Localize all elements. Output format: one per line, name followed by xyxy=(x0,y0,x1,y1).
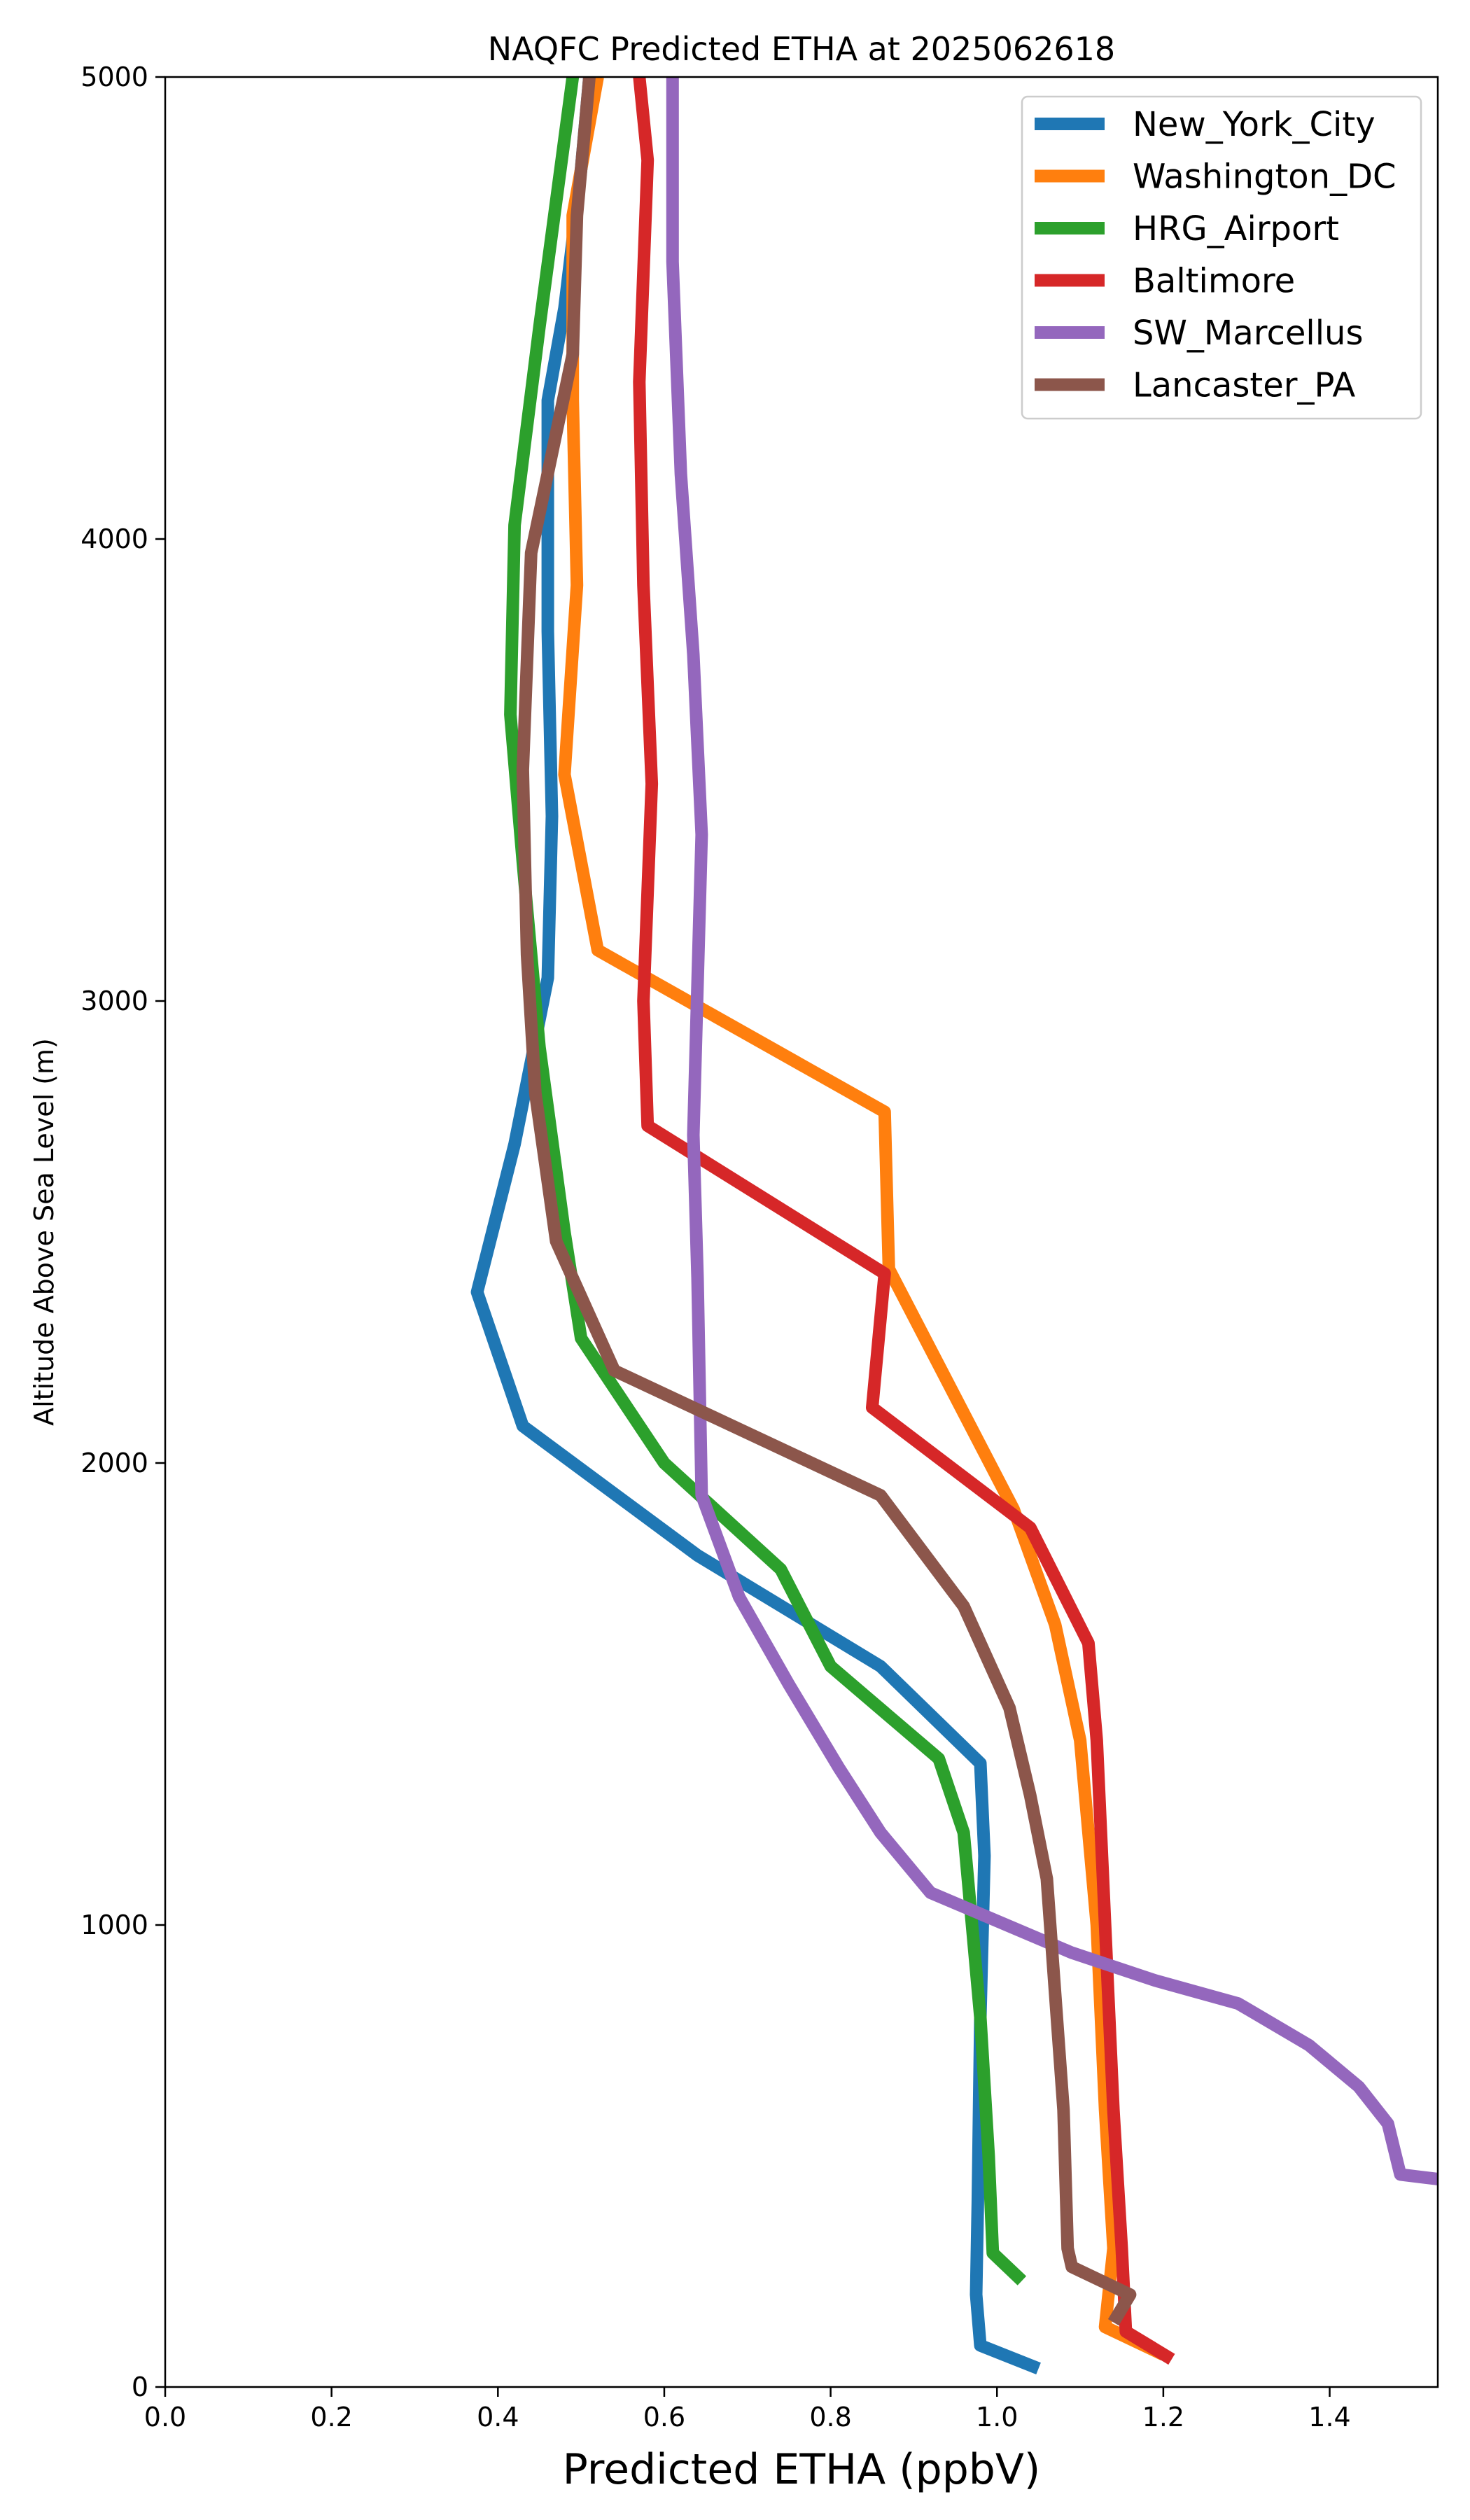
y-axis-label: Altitude Above Sea Level (m) xyxy=(29,1038,59,1426)
legend-label-new-york-city: New_York_City xyxy=(1133,105,1376,144)
y-tick-label: 3000 xyxy=(80,986,148,1016)
x-tick-label: 0.0 xyxy=(144,2402,186,2432)
series-line-lancaster-pa xyxy=(516,77,1137,2326)
y-tick-label: 0 xyxy=(132,2372,148,2402)
x-axis-label: Predicted ETHA (ppbV) xyxy=(563,2445,1041,2494)
x-axis-ticks: 0.0 0.2 0.4 0.6 0.8 1.0 1.2 1.4 xyxy=(144,2387,1351,2432)
legend-label-lancaster-pa: Lancaster_PA xyxy=(1133,366,1355,405)
x-tick-label: 1.0 xyxy=(976,2402,1018,2432)
legend-entries: New_York_City Washington_DC HRG_Airport Bal… xyxy=(1035,105,1396,405)
y-tick-label: 2000 xyxy=(80,1448,148,1478)
y-tick-label: 1000 xyxy=(80,1910,148,1940)
series-line-baltimore xyxy=(633,77,1175,2365)
x-tick-label: 1.4 xyxy=(1308,2402,1350,2432)
x-tick-label: 1.2 xyxy=(1142,2402,1184,2432)
x-tick-label: 0.4 xyxy=(477,2402,519,2432)
plot-frame xyxy=(164,76,1439,2388)
y-tick-label: 4000 xyxy=(80,524,148,554)
series-line-hrg-airport xyxy=(504,77,1027,2286)
series-line-sw-marcellus xyxy=(666,77,1438,2185)
y-tick-label: 5000 xyxy=(80,62,148,92)
legend-label-baltimore: Baltimore xyxy=(1133,262,1295,301)
legend-label-washington-dc: Washington_DC xyxy=(1133,158,1396,197)
series-group xyxy=(470,77,1438,2374)
legend-box xyxy=(1021,95,1422,420)
legend-label-sw-marcellus: SW_Marcellus xyxy=(1133,314,1363,353)
series-line-new-york-city xyxy=(470,77,1041,2374)
legend: New_York_City Washington_DC HRG_Airport Bal… xyxy=(1021,95,1422,420)
x-tick-label: 0.6 xyxy=(643,2402,685,2432)
legend-label-hrg-airport: HRG_Airport xyxy=(1133,209,1339,248)
x-tick-label: 0.2 xyxy=(310,2402,352,2432)
series-line-washington-dc xyxy=(558,77,1166,2360)
chart-title: NAQFC Predicted ETHA at 2025062618 xyxy=(488,30,1115,68)
x-tick-label: 0.8 xyxy=(809,2402,851,2432)
y-axis-ticks: 0 1000 2000 3000 4000 5000 xyxy=(80,62,165,2402)
